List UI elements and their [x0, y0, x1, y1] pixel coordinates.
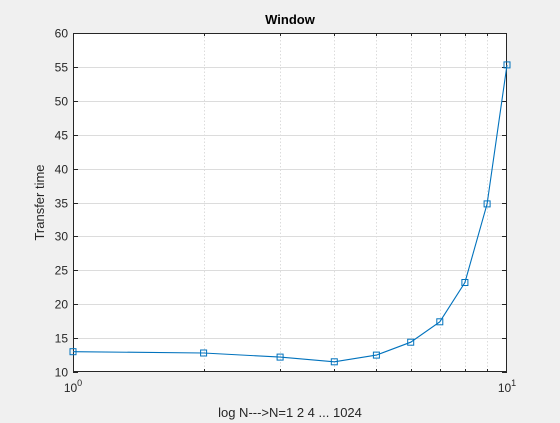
data-point-marker [69, 348, 77, 356]
data-point-marker [461, 279, 469, 286]
x-tick-label: 101 [498, 378, 516, 395]
data-point-marker [503, 61, 511, 69]
y-tick-label: 25 [55, 264, 69, 278]
data-point-marker [372, 351, 380, 359]
x-axis-label: log N--->N=1 2 4 ... 1024 [218, 405, 362, 420]
plot-border [73, 33, 507, 372]
grid [73, 33, 507, 372]
y-tick-label: 10 [55, 366, 69, 380]
x-tick-base: 10 [64, 381, 78, 395]
x-tick-exponent: 0 [77, 378, 82, 388]
chart-title: Window [265, 12, 316, 27]
y-tick-label: 60 [55, 27, 69, 41]
x-tick-base: 10 [498, 381, 512, 395]
y-tick-label: 20 [55, 298, 69, 312]
y-tick-label: 40 [55, 163, 69, 177]
x-tick-exponent: 1 [511, 378, 516, 388]
series-line [72, 64, 508, 363]
y-tick-label: 55 [55, 61, 69, 75]
y-tick-label: 45 [55, 129, 69, 143]
plot-area [73, 33, 507, 372]
data-point-marker [200, 349, 208, 357]
data-point-marker [330, 358, 338, 366]
x-tick-label: 100 [64, 378, 82, 395]
y-tick-label: 50 [55, 95, 69, 109]
data-point-marker [436, 318, 444, 326]
y-tick-label: 35 [55, 197, 69, 211]
data-point-marker [407, 338, 415, 346]
data-point-marker [483, 200, 491, 208]
data-point-marker [276, 353, 284, 361]
y-tick-label: 15 [55, 332, 69, 346]
y-axis-label: Transfer time [32, 164, 47, 240]
y-tick-label: 30 [55, 230, 69, 244]
series-markers [69, 61, 511, 366]
